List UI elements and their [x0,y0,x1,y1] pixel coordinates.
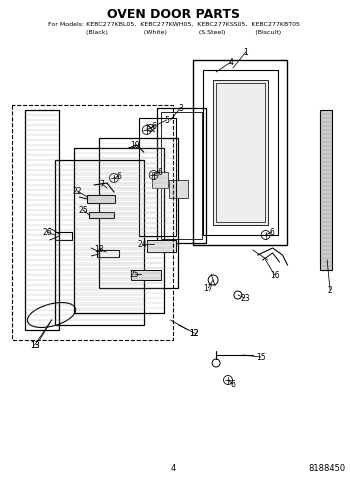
Text: (Black)                  (White)                (S.Steel)               (Biscuit: (Black) (White) (S.Steel) (Biscuit [66,29,281,34]
Text: OVEN DOOR PARTS: OVEN DOOR PARTS [107,8,240,20]
Text: 24: 24 [138,240,148,248]
Bar [168,180,188,198]
Bar [320,110,332,270]
Text: 6: 6 [151,122,156,130]
Text: 3: 3 [178,103,183,113]
Text: 25: 25 [130,270,140,279]
Text: 6: 6 [157,168,162,176]
Bar [74,148,163,313]
Text: 26: 26 [43,227,52,237]
Text: 1: 1 [244,47,248,57]
Text: 25: 25 [78,205,88,214]
Text: 8188450: 8188450 [309,464,346,472]
Text: 6: 6 [117,171,121,181]
Bar [139,118,176,236]
Bar [193,60,287,245]
Bar [55,232,72,240]
Text: For Models: KEBC277KBL05,  KEBC277KWH05,  KEBC277KSS05,  KEBC277KBT05: For Models: KEBC277KBL05, KEBC277KWH05, … [48,22,299,27]
Text: 15: 15 [256,353,266,361]
Bar [216,83,265,222]
Bar [89,212,114,218]
Text: 17: 17 [203,284,213,293]
Bar [203,70,278,235]
Text: 4: 4 [171,464,176,472]
Bar [25,110,60,330]
Text: 2: 2 [328,285,332,295]
Bar [161,112,202,239]
Bar [87,195,115,203]
Bar [131,270,161,280]
Bar [97,250,119,257]
Text: 4: 4 [229,57,233,67]
Text: 16: 16 [270,270,279,280]
Text: 7: 7 [100,180,105,188]
Text: 13: 13 [30,341,40,350]
Text: 12: 12 [190,328,199,338]
Text: 13: 13 [30,341,40,350]
Text: 5: 5 [164,115,169,125]
Text: 6: 6 [269,227,274,237]
Bar [99,138,178,288]
Bar [213,80,268,225]
Text: 19: 19 [130,141,140,150]
Text: 6: 6 [231,380,236,388]
Bar [147,240,176,252]
Text: 18: 18 [94,244,104,254]
Bar [152,172,168,188]
Text: 22: 22 [72,186,82,196]
Bar [55,160,144,325]
Bar [156,108,206,243]
Text: 23: 23 [240,294,250,302]
Text: 12: 12 [190,328,199,338]
